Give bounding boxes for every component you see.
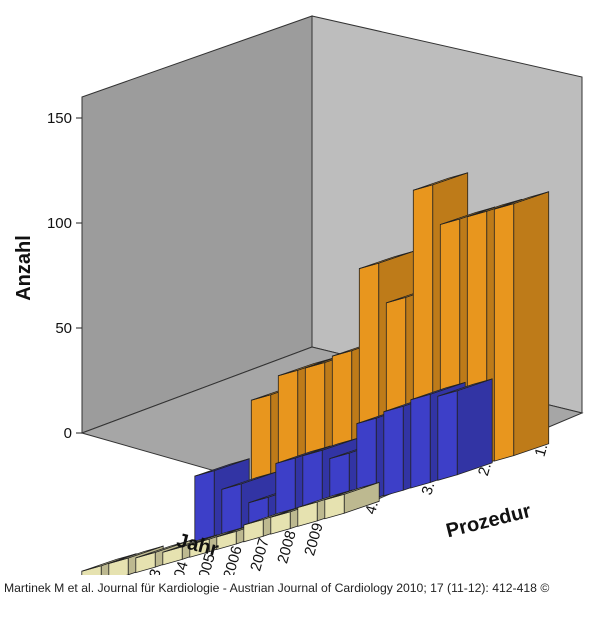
y-tick-label: 0 [64,425,72,442]
x-tick-label: 2007 [247,536,273,573]
source-caption: Martinek M et al. Journal für Kardiologi… [4,581,550,595]
y-tick-label: 50 [55,320,72,337]
bars [81,172,550,575]
z-tick-label: 1. [532,442,552,459]
x-tick-label: 2003 [139,567,165,575]
x-tick-label: 2006 [220,544,246,575]
z-tick-label: 4. [362,499,382,516]
x-tick-label: 2008 [274,529,300,566]
y-tick-label: 100 [47,215,72,232]
x-tick-label: 2009 [301,521,327,558]
z-axis-title: Prozedur [444,500,534,542]
bar-2009-procedure-2 [437,378,493,481]
y-tick-label: 150 [47,110,72,127]
y-axis-title: Anzahl [13,235,35,301]
bar-2009-procedure-1 [493,191,550,462]
z-tick-label: 3. [419,480,439,497]
z-axis-ticks: 1. 2. 3. 4. [362,442,551,516]
z-tick-label: 2. [475,461,495,478]
bar-2009-procedure-4 [324,481,380,520]
y-axis-ticks: 0 50 100 150 [47,110,82,442]
